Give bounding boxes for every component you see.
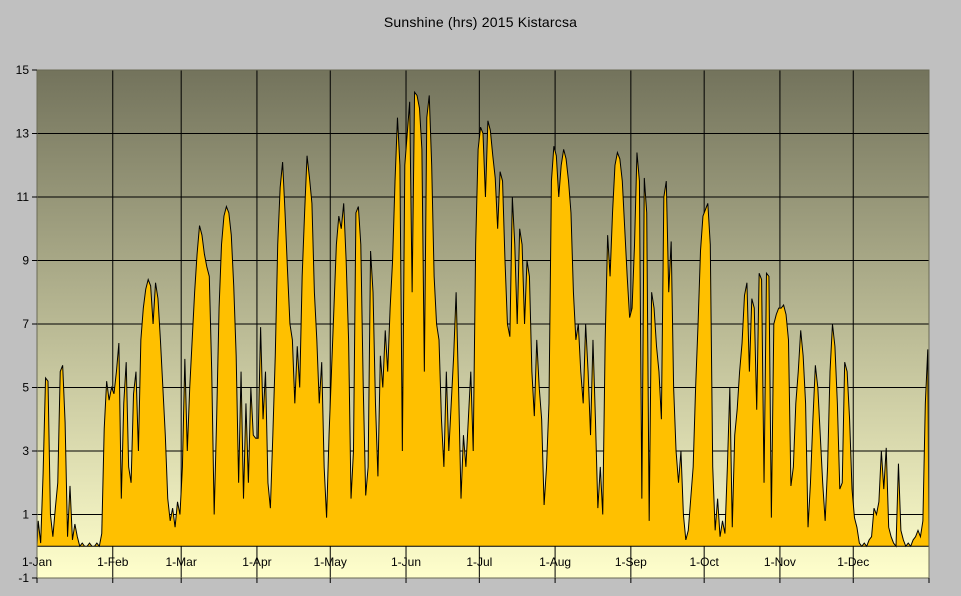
x-tick-label: 1-Dec — [837, 555, 869, 569]
x-tick-label: 1-Feb — [97, 555, 129, 569]
y-tick-label: 9 — [22, 254, 29, 268]
y-tick-label: -1 — [18, 571, 29, 585]
y-tick-label: 3 — [22, 444, 29, 458]
x-tick-label: 1-Aug — [539, 555, 571, 569]
x-tick-label: 1-Mar — [166, 555, 197, 569]
x-tick-label: 1-Jun — [391, 555, 421, 569]
x-tick-label: 1-Apr — [242, 555, 271, 569]
y-tick-label: 11 — [17, 190, 30, 204]
x-tick-label: 1-Sep — [615, 555, 647, 569]
x-tick-label: 1-Nov — [764, 555, 796, 569]
chart-title: Sunshine (hrs) 2015 Kistarcsa — [383, 14, 578, 30]
y-tick-label: 15 — [16, 63, 30, 77]
x-tick-label: 1-May — [314, 555, 347, 569]
x-tick-label: 1-Oct — [689, 555, 719, 569]
y-tick-label: 5 — [22, 381, 29, 395]
sunshine-area-series — [36, 90, 930, 548]
y-tick-label: 7 — [22, 317, 29, 331]
y-tick-label: 13 — [16, 127, 30, 141]
x-tick-label: 1-Jan — [22, 555, 52, 569]
y-tick-label: 1 — [22, 508, 29, 522]
x-tick-label: 1-Jul — [466, 555, 492, 569]
